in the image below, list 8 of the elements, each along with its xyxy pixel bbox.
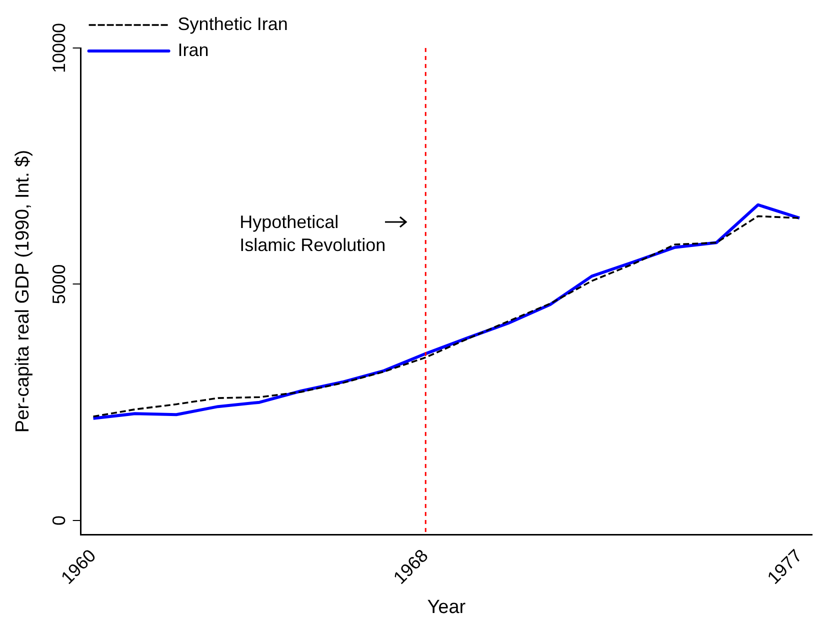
y-tick-label: 0 (48, 515, 69, 526)
ref-line-label: Hypothetical Islamic Revolution (240, 212, 386, 256)
y-tick-label: 5000 (48, 264, 69, 304)
x-axis-title: Year (427, 596, 466, 618)
y-tick-label: 10000 (48, 22, 69, 74)
legend-label: Iran (178, 40, 209, 60)
y-axis-title: Per-capita real GDP (1990, Int. $) (12, 150, 34, 433)
legend-label: Synthetic Iran (178, 14, 288, 34)
